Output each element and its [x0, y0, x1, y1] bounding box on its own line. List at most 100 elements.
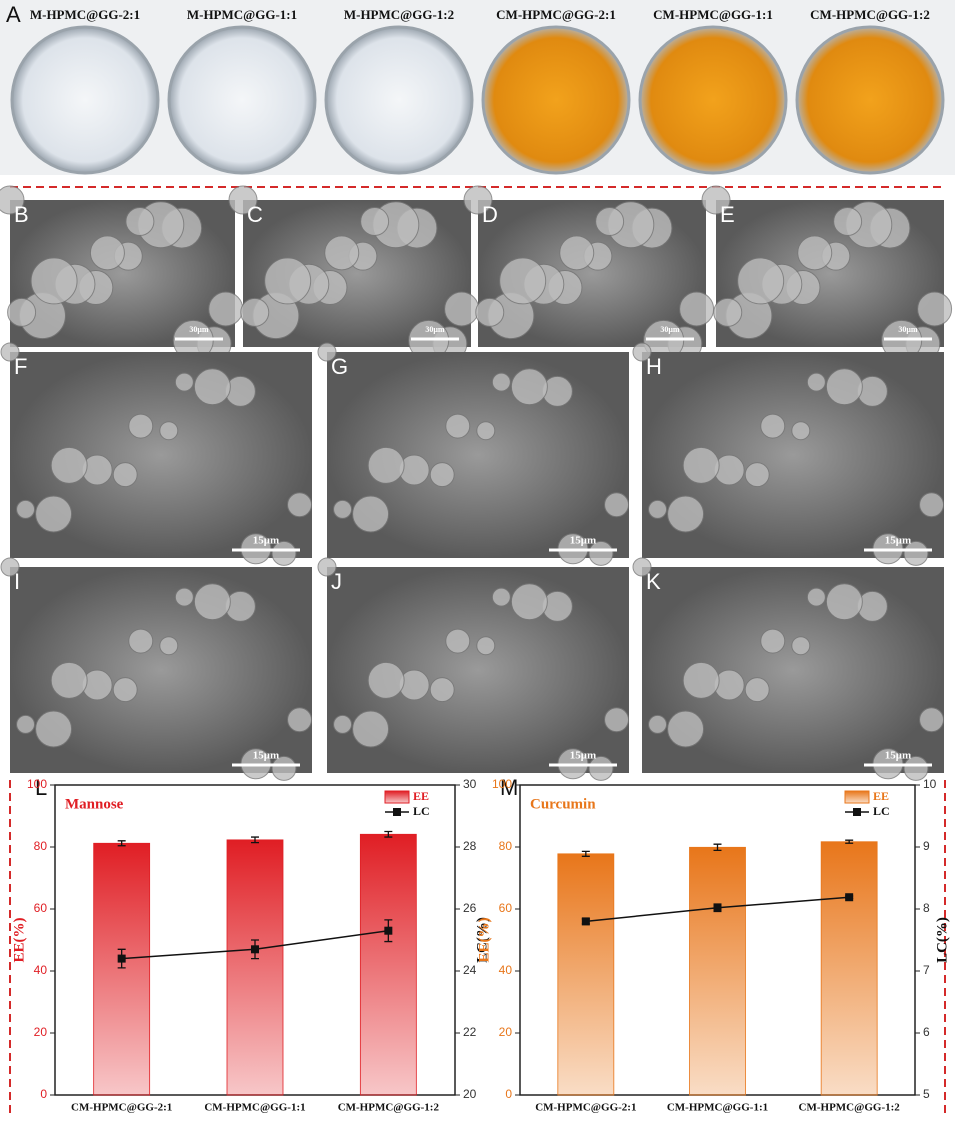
particle [50, 661, 88, 699]
y2-tick-label: 28 [463, 839, 477, 853]
particle [588, 755, 614, 781]
y2-tick-label: 8 [923, 901, 930, 915]
particle [333, 499, 353, 519]
scale-label: 15μm [570, 535, 596, 547]
particle [0, 557, 20, 577]
particle [50, 446, 88, 484]
legend-marker [393, 808, 401, 816]
error-bar [384, 830, 393, 838]
error-bar [251, 836, 259, 844]
panel-label: D [482, 202, 498, 227]
panel-label: J [331, 569, 342, 594]
bar [359, 833, 417, 1096]
legend-label: EE [413, 789, 429, 803]
particle [919, 492, 945, 518]
particle [595, 206, 625, 236]
particle [16, 499, 36, 519]
y-axis-label: EE(%) [476, 917, 492, 962]
scale-label: 15μm [253, 750, 279, 762]
particle [112, 462, 138, 488]
dish [167, 25, 317, 175]
scale-label: 15μm [253, 535, 279, 547]
particle [333, 714, 353, 734]
particle [744, 677, 770, 703]
y2-tick-label: 9 [923, 839, 930, 853]
y-tick-label: 40 [34, 963, 48, 977]
y2-tick-label: 24 [463, 963, 477, 977]
particle [112, 677, 138, 703]
legend-swatch [384, 790, 410, 804]
panel-label: B [14, 202, 29, 227]
sample-label: CM-HPMC@GG-1:2 [810, 7, 930, 22]
bar [820, 841, 878, 1096]
particle [917, 291, 953, 327]
marker [251, 945, 259, 954]
bar [226, 839, 284, 1096]
marker [384, 926, 393, 935]
scale-label: 30μm [660, 325, 680, 334]
sample-label: CM-HPMC@GG-2:1 [496, 7, 616, 22]
particle [588, 540, 614, 566]
particle [174, 372, 194, 392]
y2-tick-label: 5 [923, 1087, 930, 1101]
particle [193, 583, 231, 621]
scale-label: 30μm [425, 325, 445, 334]
y-tick-label: 0 [505, 1087, 512, 1101]
particle [463, 185, 493, 215]
y2-tick-label: 10 [923, 777, 937, 791]
y-tick-label: 80 [34, 839, 48, 853]
panel-label: K [646, 569, 661, 594]
particle [35, 710, 73, 748]
annotation: Mannose [65, 796, 124, 812]
particle [16, 714, 36, 734]
error-bar [845, 839, 854, 844]
particle [679, 291, 715, 327]
particle [429, 677, 455, 703]
panel-label: H [646, 354, 662, 379]
particle [510, 583, 548, 621]
legend-swatch [844, 790, 870, 804]
particle [445, 628, 471, 654]
x-tick-label: CM-HPMC@GG-1:2 [799, 1102, 901, 1114]
dish [638, 25, 788, 175]
particle [825, 368, 863, 406]
y2-tick-label: 30 [463, 777, 477, 791]
panel-label: C [247, 202, 263, 227]
panel-label: L [35, 775, 47, 800]
particle [791, 421, 811, 441]
y-axis-label: EE(%) [11, 917, 27, 962]
panel-label: G [331, 354, 348, 379]
bar [557, 853, 615, 1096]
particle [287, 707, 313, 733]
marker [713, 903, 722, 912]
panel-label: M [500, 775, 518, 800]
particle [476, 636, 496, 656]
marker [117, 954, 126, 963]
dish [481, 25, 631, 175]
particle [240, 297, 270, 327]
particle [903, 540, 929, 566]
bar [689, 846, 746, 1096]
particle [559, 235, 595, 271]
particle [648, 714, 668, 734]
panel-label: F [14, 354, 27, 379]
y-tick-label: 100 [27, 777, 47, 791]
particle [632, 342, 652, 362]
sample-label: M-HPMC@GG-2:1 [30, 7, 140, 22]
particle [806, 587, 826, 607]
y-tick-label: 20 [499, 1025, 513, 1039]
particle [797, 235, 833, 271]
particle [760, 628, 786, 654]
particle [491, 587, 511, 607]
photo-background [0, 0, 955, 175]
particle [903, 755, 929, 781]
y2-tick-label: 20 [463, 1087, 477, 1101]
particle [632, 557, 652, 577]
particle [159, 636, 179, 656]
sample-label: M-HPMC@GG-1:1 [187, 7, 297, 22]
particle [791, 636, 811, 656]
scale-label: 15μm [885, 535, 911, 547]
particle [604, 707, 630, 733]
particle [806, 372, 826, 392]
